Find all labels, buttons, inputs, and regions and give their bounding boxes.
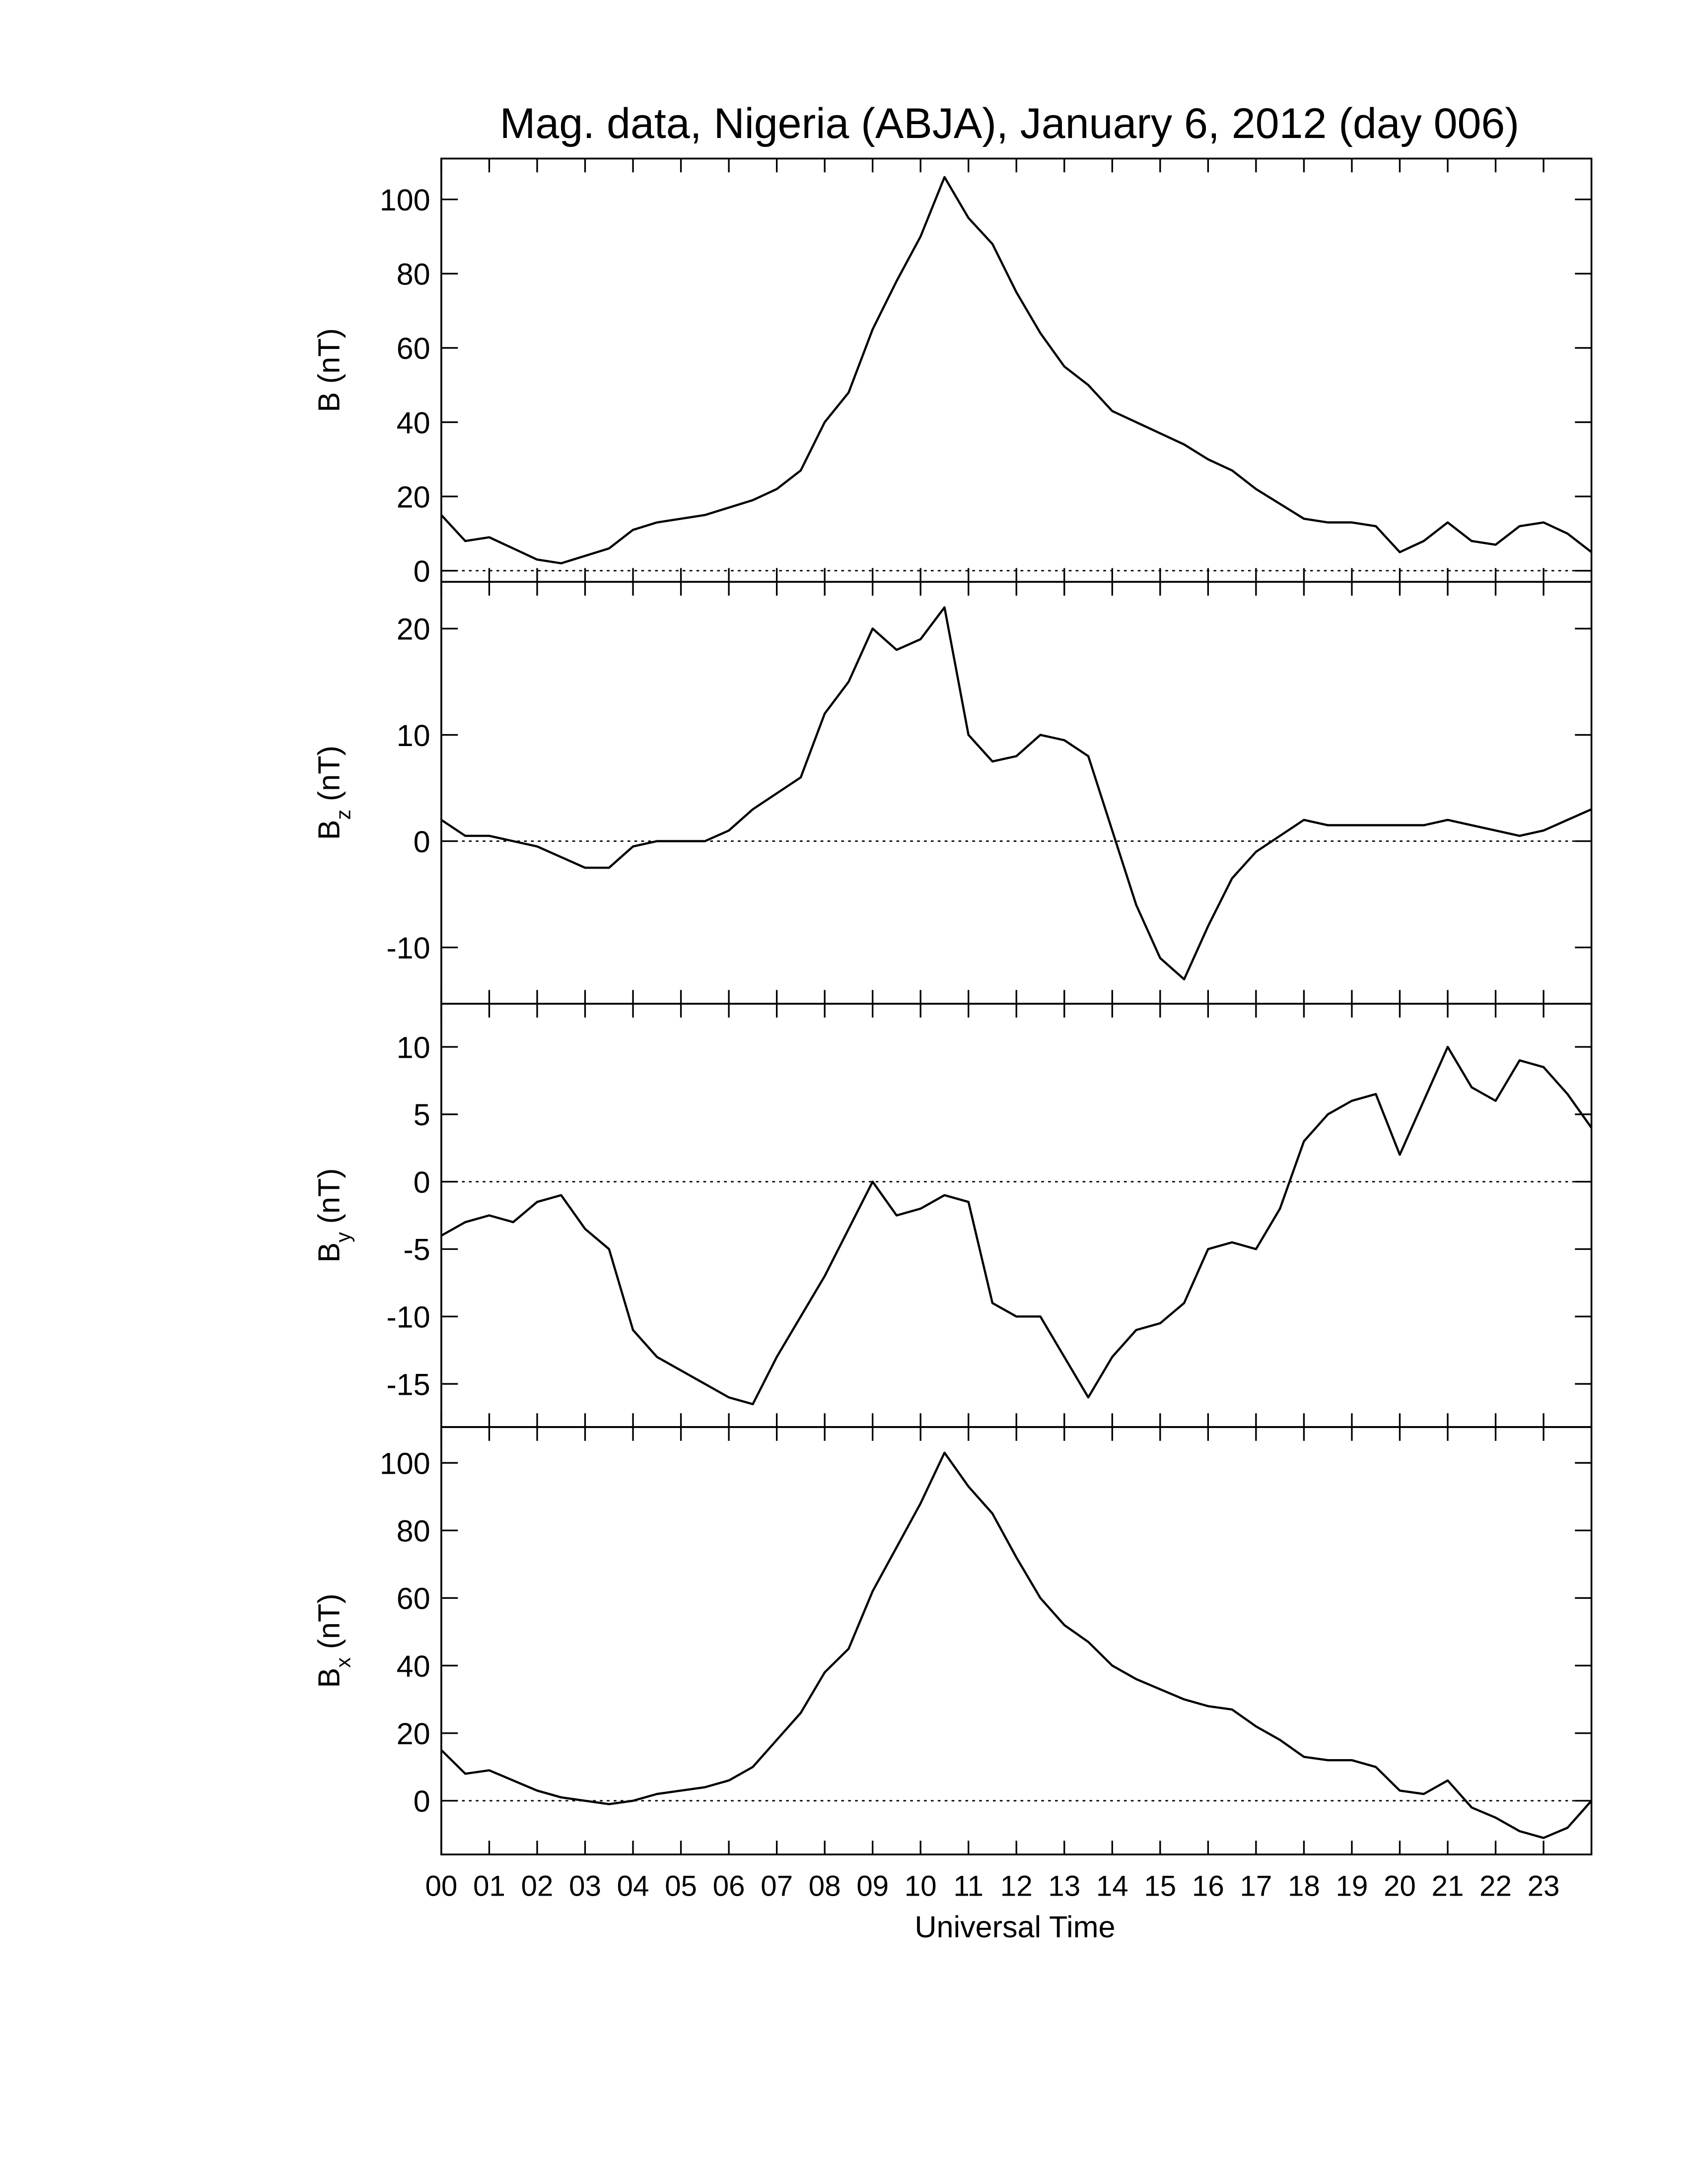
y-axis-label: By (nT)	[312, 1168, 354, 1262]
x-tick-label: 08	[809, 1870, 841, 1902]
plot-frame	[440, 1426, 1593, 1855]
y-tick-label: 80	[397, 258, 430, 291]
x-tick-label: 10	[905, 1870, 937, 1902]
data-line	[440, 606, 1592, 981]
x-tick-label: 14	[1096, 1870, 1128, 1902]
x-tick-label: 22	[1479, 1870, 1512, 1902]
y-label-subscript: z	[332, 810, 355, 820]
x-tick-label: 04	[617, 1870, 649, 1902]
x-tick-label: 16	[1192, 1870, 1224, 1902]
data-line	[440, 1045, 1593, 1406]
y-label-unit: (nT)	[312, 746, 346, 801]
x-tick-label: 17	[1240, 1870, 1272, 1902]
y-tick-label: -10	[386, 931, 430, 965]
plot-frame	[440, 157, 1593, 583]
y-label-symbol: B	[312, 820, 346, 840]
y-axis-label: Bz (nT)	[312, 746, 354, 840]
y-tick-label: -10	[386, 1300, 430, 1334]
y-tick-label: 0	[414, 1165, 430, 1199]
x-tick-label: 13	[1048, 1870, 1080, 1902]
y-label-unit: (nT)	[312, 1168, 346, 1224]
y-label-subscript: y	[332, 1232, 355, 1242]
x-tick-label: 00	[425, 1870, 457, 1902]
y-tick-label: -15	[386, 1367, 430, 1401]
x-tick-label: 05	[665, 1870, 697, 1902]
x-tick-label: 09	[856, 1870, 889, 1902]
y-tick-label: 60	[397, 332, 430, 365]
y-tick-label: 5	[414, 1098, 430, 1132]
y-tick-label: 20	[397, 613, 430, 646]
x-tick-label: 23	[1528, 1870, 1560, 1902]
y-label-unit: (nT)	[312, 1593, 346, 1649]
y-tick-label: 10	[397, 719, 430, 752]
y-label-subscript: x	[332, 1657, 355, 1668]
y-tick-label: 40	[397, 1649, 430, 1683]
y-label-symbol: B	[312, 392, 346, 412]
y-tick-label: 40	[397, 406, 430, 440]
x-axis-label: Universal Time	[914, 1910, 1115, 1944]
y-tick-label: 100	[380, 1446, 430, 1480]
x-tick-label: 07	[761, 1870, 793, 1902]
y-label-unit: (nT)	[312, 328, 346, 384]
y-tick-label: 20	[397, 480, 430, 514]
y-tick-label: 0	[414, 825, 430, 859]
y-tick-label: 0	[414, 1784, 430, 1818]
x-tick-label: 18	[1288, 1870, 1320, 1902]
data-line	[440, 1451, 1593, 1839]
y-axis-label: Bx (nT)	[312, 1593, 354, 1688]
y-label-symbol: B	[312, 1668, 346, 1688]
x-tick-label: 11	[953, 1870, 984, 1902]
x-tick-label: 03	[569, 1870, 601, 1902]
y-tick-label: 10	[397, 1030, 430, 1064]
x-tick-label: 06	[713, 1870, 745, 1902]
y-tick-label: 80	[397, 1514, 430, 1548]
y-label-symbol: B	[312, 1242, 346, 1263]
y-tick-label: 60	[397, 1582, 430, 1616]
plot-frame	[440, 1003, 1593, 1428]
x-tick-label: 01	[473, 1870, 505, 1902]
y-tick-label: -5	[403, 1233, 430, 1267]
x-tick-label: 19	[1336, 1870, 1368, 1902]
x-tick-label: 12	[1000, 1870, 1033, 1902]
y-tick-label: 20	[397, 1717, 430, 1751]
x-tick-label: 15	[1144, 1870, 1176, 1902]
y-tick-label: 0	[414, 554, 430, 588]
x-tick-label: 20	[1384, 1870, 1416, 1902]
x-tick-label: 21	[1432, 1870, 1464, 1902]
plot-frame	[440, 581, 1593, 1005]
y-tick-label: 100	[380, 183, 430, 217]
y-axis-label: B (nT)	[312, 328, 346, 412]
chart-title: Mag. data, Nigeria (ABJA), January 6, 20…	[500, 100, 1519, 147]
x-tick-label: 02	[521, 1870, 553, 1902]
data-line	[440, 176, 1592, 565]
